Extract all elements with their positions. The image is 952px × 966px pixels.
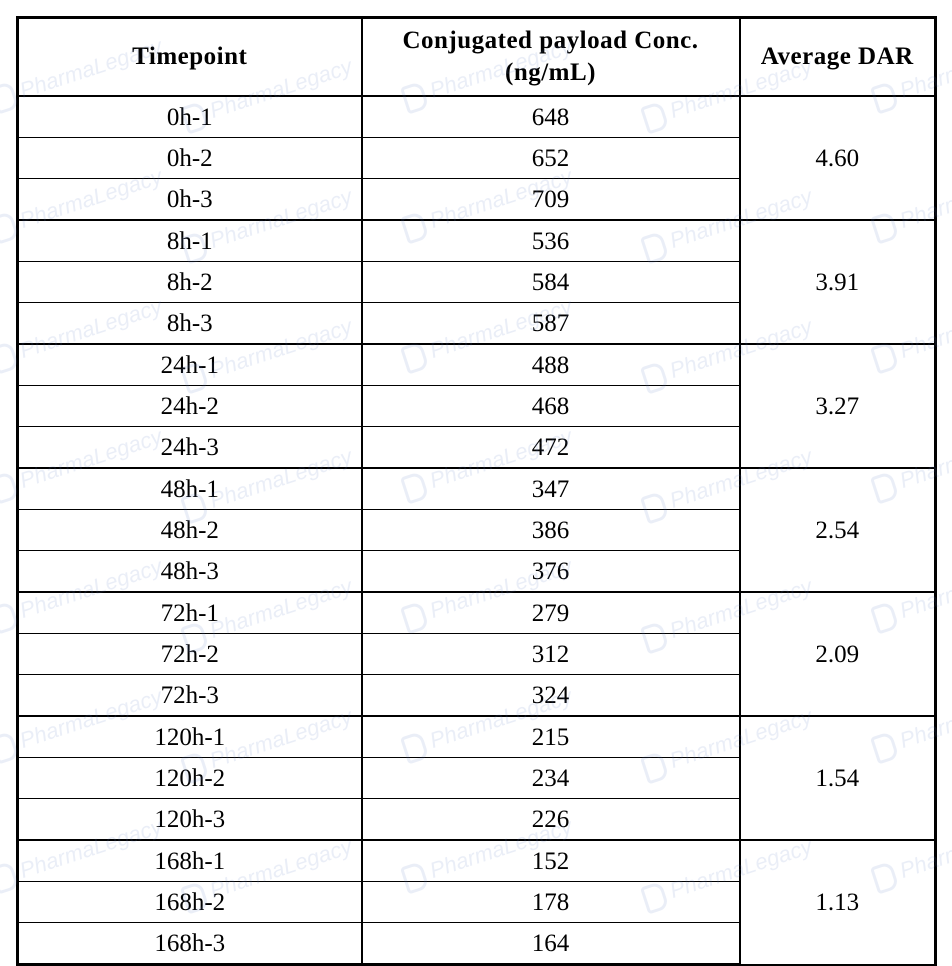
dar-cell: 4.60: [738, 95, 937, 221]
table-row: 168h-1 152 1.13: [16, 839, 937, 966]
timepoint-cell: 168h-3: [16, 922, 363, 966]
timepoint-cell: 48h-2: [16, 509, 363, 551]
conc-cell: 488: [360, 343, 741, 386]
table-row: 120h-1 215 1.54: [16, 715, 937, 841]
header-row: Timepoint Conjugated payload Conc. (ng/m…: [16, 16, 937, 97]
conc-cell: 234: [360, 757, 741, 799]
table-row: 0h-2 652: [16, 137, 936, 179]
table-row: 24h-2 468: [16, 385, 936, 427]
dar-cell: 2.54: [738, 467, 937, 593]
table-row: 24h-1 488 3.27: [16, 343, 937, 469]
conc-cell: 164: [360, 922, 741, 966]
conc-cell: 215: [360, 715, 741, 758]
timepoint-cell: 120h-3: [16, 798, 363, 841]
table-row: 48h-2 386: [16, 509, 936, 551]
table-row: 48h-1 347 2.54: [16, 467, 937, 593]
timepoint-cell: 0h-2: [16, 137, 363, 179]
conc-cell: 652: [360, 137, 741, 179]
timepoint-cell: 24h-1: [16, 343, 363, 386]
header-timepoint: Timepoint: [16, 16, 363, 97]
dar-cell: 3.91: [738, 219, 937, 345]
timepoint-cell: 72h-2: [16, 633, 363, 675]
table-body: 0h-1 648 4.60 0h-2 652 0h-3 709 8h-1 536 3.91 8h-2…: [16, 95, 937, 966]
timepoint-cell: 8h-2: [16, 261, 363, 303]
timepoint-cell: 72h-3: [16, 674, 363, 717]
conc-cell: 152: [360, 839, 741, 882]
conc-cell: 472: [360, 426, 741, 469]
timepoint-cell: 48h-1: [16, 467, 363, 510]
table-row: 72h-1 279 2.09: [16, 591, 937, 717]
conc-cell: 312: [360, 633, 741, 675]
conc-cell: 648: [360, 95, 741, 138]
dar-cell: 1.13: [738, 839, 937, 966]
timepoint-cell: 168h-1: [16, 839, 363, 882]
conc-cell: 709: [360, 178, 741, 221]
conc-cell: 584: [360, 261, 741, 303]
table-row: 72h-3 324: [16, 674, 936, 717]
dar-cell: 3.27: [738, 343, 937, 469]
header-conc: Conjugated payload Conc. (ng/mL): [360, 16, 741, 97]
timepoint-cell: 48h-3: [16, 550, 363, 593]
timepoint-cell: 168h-2: [16, 881, 363, 923]
table-row: 24h-3 472: [16, 426, 936, 469]
conc-cell: 279: [360, 591, 741, 634]
table-row: 120h-3 226: [16, 798, 936, 841]
conc-cell: 386: [360, 509, 741, 551]
timepoint-cell: 8h-1: [16, 219, 363, 262]
table-row: 72h-2 312: [16, 633, 936, 675]
timepoint-cell: 120h-2: [16, 757, 363, 799]
table-row: 48h-3 376: [16, 550, 936, 593]
conc-cell: 536: [360, 219, 741, 262]
dar-cell: 1.54: [738, 715, 937, 841]
conc-cell: 347: [360, 467, 741, 510]
conc-cell: 226: [360, 798, 741, 841]
conc-cell: 324: [360, 674, 741, 717]
table-row: 8h-2 584: [16, 261, 936, 303]
conc-cell: 587: [360, 302, 741, 345]
dar-table: Timepoint Conjugated payload Conc. (ng/m…: [16, 16, 937, 966]
dar-cell: 2.09: [738, 591, 937, 717]
table-row: 8h-1 536 3.91: [16, 219, 937, 345]
timepoint-cell: 0h-3: [16, 178, 363, 221]
header-dar: Average DAR: [738, 16, 937, 97]
data-table-container: Timepoint Conjugated payload Conc. (ng/m…: [16, 16, 937, 966]
conc-cell: 468: [360, 385, 741, 427]
conc-cell: 376: [360, 550, 741, 593]
timepoint-cell: 24h-2: [16, 385, 363, 427]
timepoint-cell: 120h-1: [16, 715, 363, 758]
timepoint-cell: 72h-1: [16, 591, 363, 634]
timepoint-cell: 0h-1: [16, 95, 363, 138]
table-row: 168h-2 178: [16, 881, 936, 923]
table-row: 0h-1 648 4.60: [16, 95, 937, 221]
table-row: 120h-2 234: [16, 757, 936, 799]
timepoint-cell: 8h-3: [16, 302, 363, 345]
conc-cell: 178: [360, 881, 741, 923]
timepoint-cell: 24h-3: [16, 426, 363, 469]
header-conc-label: Conjugated payload Conc. (ng/mL): [402, 27, 699, 86]
